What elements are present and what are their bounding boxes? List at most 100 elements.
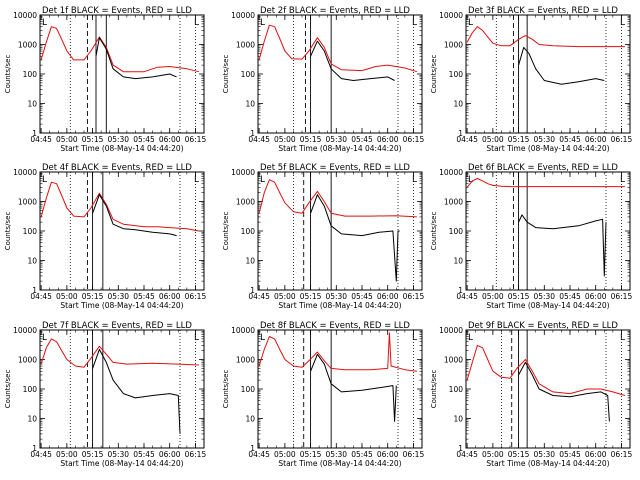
y-tick-label: 10: [245, 100, 255, 109]
plot-title: Det 2f BLACK = Events, RED = LLD: [260, 6, 410, 16]
y-axis-label: Counts/sec: [222, 370, 230, 409]
corner-mark: L: [412, 333, 417, 343]
plot-panel: Det 5f BLACK = Events, RED = LLD 1 10 100 10…: [222, 163, 424, 310]
x-tick-label: 04:45: [248, 292, 270, 301]
plot-title: Det 4f BLACK = Events, RED = LLD: [42, 163, 192, 173]
y-tick-label: 1: [250, 129, 255, 138]
corner-mark: L: [620, 175, 625, 185]
x-tick-label: 04:45: [30, 292, 52, 301]
corner-mark: L: [412, 175, 417, 185]
plot-panel: Det 2f BLACK = Events, RED = LLD 1 10 100 10…: [222, 6, 424, 153]
y-tick-label: 10: [453, 415, 463, 424]
y-tick-label: 10: [453, 257, 463, 266]
x-tick-label: 05:00: [56, 135, 78, 144]
x-tick-label: 06:15: [403, 450, 425, 459]
x-tick-label: 06:00: [585, 135, 607, 144]
x-tick-label: 05:45: [559, 135, 581, 144]
plot-panel: Det 9f BLACK = Events, RED = LLD 1 10 100 10…: [430, 321, 632, 468]
x-tick-label: 05:15: [508, 292, 530, 301]
y-tick-label: 10000: [231, 326, 255, 335]
x-tick-label: 04:45: [248, 450, 270, 459]
x-tick-label: 05:15: [300, 450, 322, 459]
y-tick-label: 100: [449, 70, 464, 79]
y-tick-label: 10: [245, 415, 255, 424]
x-tick-label: 05:00: [56, 292, 78, 301]
plot-frame: [257, 14, 423, 134]
x-tick-label: 05:45: [133, 135, 155, 144]
plot-panel: Det 6f BLACK = Events, RED = LLD 1 10 100 10…: [430, 163, 632, 310]
lld-series-line: [258, 179, 417, 218]
events-series-line: [518, 214, 607, 277]
x-axis-label: Start Time (08-May-14 04:44:20): [60, 301, 183, 310]
events-series-line: [92, 348, 181, 434]
plot-panel: Det 1f BLACK = Events, RED = LLD 1 10 100 10…: [4, 6, 206, 153]
x-tick-label: 06:15: [611, 292, 633, 301]
x-tick-label: 05:30: [107, 135, 129, 144]
x-axis-label: Start Time (08-May-14 04:44:20): [60, 459, 183, 468]
corner-mark: L: [620, 18, 625, 28]
corner-mark: L: [260, 333, 265, 343]
y-tick-label: 10000: [439, 11, 463, 20]
lld-series-line: [40, 26, 200, 73]
y-tick-label: 1: [250, 286, 255, 295]
lld-series-line: [258, 24, 418, 73]
x-tick-label: 05:00: [482, 292, 504, 301]
y-tick-label: 10: [27, 100, 37, 109]
corner-mark: L: [468, 18, 473, 28]
plot-panel: Det 7f BLACK = Events, RED = LLD 1 10 100 10…: [4, 321, 206, 468]
y-tick-label: 100: [241, 385, 256, 394]
x-tick-label: 04:45: [248, 135, 270, 144]
y-tick-label: 1000: [236, 41, 255, 50]
y-tick-label: 10: [27, 257, 37, 266]
y-tick-label: 10000: [439, 326, 463, 335]
events-series-line: [310, 40, 395, 81]
lld-series-line: [466, 178, 625, 188]
x-tick-label: 05:15: [82, 450, 104, 459]
plot-frame: [39, 14, 205, 134]
y-tick-label: 1: [458, 444, 463, 453]
x-tick-label: 06:15: [611, 135, 633, 144]
y-tick-label: 1: [32, 129, 37, 138]
corner-mark: L: [194, 18, 199, 28]
x-tick-label: 05:15: [508, 135, 530, 144]
y-tick-label: 1000: [236, 356, 255, 365]
y-tick-label: 10000: [13, 326, 37, 335]
x-tick-label: 06:00: [377, 292, 399, 301]
y-tick-label: 1000: [444, 41, 463, 50]
x-tick-label: 05:15: [82, 135, 104, 144]
x-tick-label: 05:45: [351, 292, 373, 301]
x-tick-label: 05:45: [351, 450, 373, 459]
corner-mark: L: [42, 333, 47, 343]
x-tick-label: 05:00: [274, 450, 296, 459]
x-tick-label: 06:15: [403, 292, 425, 301]
x-tick-label: 05:15: [300, 292, 322, 301]
plot-frame: [39, 171, 205, 291]
plot-title: Det 3f BLACK = Events, RED = LLD: [468, 6, 618, 16]
x-tick-label: 06:15: [185, 292, 207, 301]
y-tick-label: 10: [245, 257, 255, 266]
corner-mark: L: [194, 333, 199, 343]
x-tick-label: 04:45: [30, 450, 52, 459]
plot-title: Det 6f BLACK = Events, RED = LLD: [468, 163, 618, 173]
x-tick-label: 05:15: [82, 292, 104, 301]
plot-title: Det 7f BLACK = Events, RED = LLD: [42, 321, 192, 331]
x-axis-label: Start Time (08-May-14 04:44:20): [278, 144, 401, 153]
x-tick-label: 05:15: [508, 450, 530, 459]
y-tick-label: 1: [458, 286, 463, 295]
corner-mark: L: [260, 175, 265, 185]
y-axis-label: Counts/sec: [430, 212, 438, 251]
x-tick-label: 06:15: [185, 135, 207, 144]
plot-title: Det 8f BLACK = Events, RED = LLD: [260, 321, 410, 331]
y-tick-label: 1000: [18, 41, 37, 50]
y-axis-label: Counts/sec: [222, 212, 230, 251]
x-tick-label: 06:00: [159, 450, 181, 459]
y-tick-label: 10000: [231, 11, 255, 20]
corner-mark: L: [260, 18, 265, 28]
y-axis-label: Counts/sec: [222, 55, 230, 94]
events-series-line: [518, 46, 605, 85]
corner-mark: L: [194, 175, 199, 185]
x-tick-label: 06:15: [403, 135, 425, 144]
corner-mark: L: [468, 175, 473, 185]
y-tick-label: 1: [250, 444, 255, 453]
